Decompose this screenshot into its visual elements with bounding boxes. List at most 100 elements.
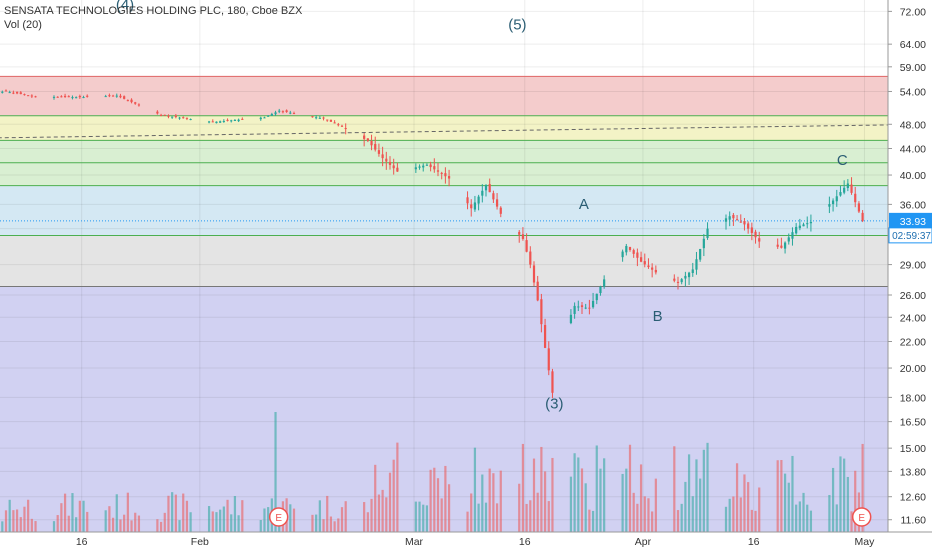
candle-body <box>839 192 842 196</box>
candle-body <box>802 224 805 227</box>
volume-bar <box>481 474 484 532</box>
candle-body <box>857 203 861 212</box>
volume-bar <box>473 447 477 532</box>
candle-body <box>831 200 835 205</box>
volume-bar <box>30 518 33 532</box>
candle-body <box>1 91 4 93</box>
candle-body <box>211 121 214 123</box>
candle-body <box>429 164 432 168</box>
candle-body <box>732 214 735 219</box>
earnings-marker[interactable] <box>268 507 289 527</box>
earnings-marker[interactable] <box>851 507 872 527</box>
candle-body <box>270 114 273 116</box>
candle-body <box>499 207 502 214</box>
candle-body <box>285 110 288 112</box>
candle-body <box>34 96 37 98</box>
volume-bar <box>230 514 233 532</box>
volume-bar <box>673 446 676 532</box>
volume-bar <box>12 510 15 532</box>
candle-body <box>676 281 680 283</box>
candle-body <box>237 119 240 122</box>
candle-body <box>134 102 137 104</box>
candle-body <box>470 204 473 209</box>
volume-bar <box>850 511 853 532</box>
volume-bar <box>750 509 753 532</box>
candle-body <box>86 95 89 97</box>
candle-body <box>518 231 521 235</box>
candle-body <box>381 154 384 159</box>
volume-bar <box>34 521 37 532</box>
candle-body <box>673 278 676 281</box>
volume-bar <box>392 459 395 532</box>
volume-bar <box>444 465 447 532</box>
volume-bar <box>735 463 739 532</box>
volume-bar <box>518 483 521 532</box>
volume-bar <box>174 494 177 532</box>
candle-body <box>639 257 643 262</box>
volume-bar <box>632 492 635 532</box>
candle-body <box>366 138 369 142</box>
volume-bar <box>466 511 469 532</box>
volume-bar <box>433 467 436 532</box>
candle-body <box>19 92 22 95</box>
volume-bar <box>492 473 495 532</box>
time-tick-label: Feb <box>191 536 209 548</box>
price-tick-label: 64.00 <box>900 39 926 51</box>
candle-body <box>156 111 159 114</box>
volume-bar <box>684 481 687 532</box>
candle-body <box>363 135 366 139</box>
volume-bar <box>525 503 528 532</box>
volume-bar <box>628 444 632 532</box>
volume-bar <box>532 458 536 532</box>
candle-body <box>580 305 584 308</box>
volume-bar <box>828 494 831 532</box>
candle-body <box>702 238 705 249</box>
candle-body <box>289 112 292 114</box>
volume-bar <box>363 502 366 532</box>
candle-body <box>337 124 340 126</box>
candle-body <box>67 96 70 98</box>
price-axis-bg <box>888 0 932 550</box>
candle-body <box>795 226 798 234</box>
time-tick-label: Apr <box>635 536 652 548</box>
candle-body <box>521 234 525 239</box>
candle-body <box>747 223 750 229</box>
volume-bar <box>418 501 421 532</box>
volume-bar <box>75 517 78 532</box>
volume-bar <box>156 519 159 532</box>
volume-bar <box>846 476 849 532</box>
price-tick-label: 40.00 <box>900 170 926 182</box>
price-tick-label: 59.00 <box>900 62 926 74</box>
candle-body <box>809 221 813 224</box>
volume-bar <box>691 496 694 532</box>
candle-body <box>344 128 347 130</box>
volume-bar <box>130 520 133 532</box>
volume-bar <box>835 504 838 532</box>
volume-bar <box>381 489 384 532</box>
volume-bar <box>806 504 809 532</box>
candle-body <box>750 227 753 233</box>
candle-body <box>776 244 779 247</box>
price-tick-label: 29.00 <box>900 260 926 272</box>
countdown-badge <box>888 227 932 244</box>
candle-body <box>15 91 19 94</box>
candle-body <box>263 117 266 119</box>
volume-bar <box>86 511 89 532</box>
candle-body <box>780 245 783 248</box>
volume-bar <box>63 493 67 532</box>
fib-zone <box>0 235 888 287</box>
candle-body <box>189 119 192 121</box>
candle-body <box>828 204 831 207</box>
candle-body <box>222 120 225 122</box>
wave-label: (5) <box>508 16 526 33</box>
volume-bar <box>787 482 790 532</box>
volume-bar <box>337 518 340 532</box>
volume-bar <box>780 460 783 532</box>
candle-body <box>56 96 59 98</box>
time-tick-label: May <box>855 536 876 548</box>
candle-body <box>699 249 702 260</box>
candle-body <box>215 121 218 124</box>
volume-bar <box>115 494 118 532</box>
candle-body <box>418 166 421 168</box>
